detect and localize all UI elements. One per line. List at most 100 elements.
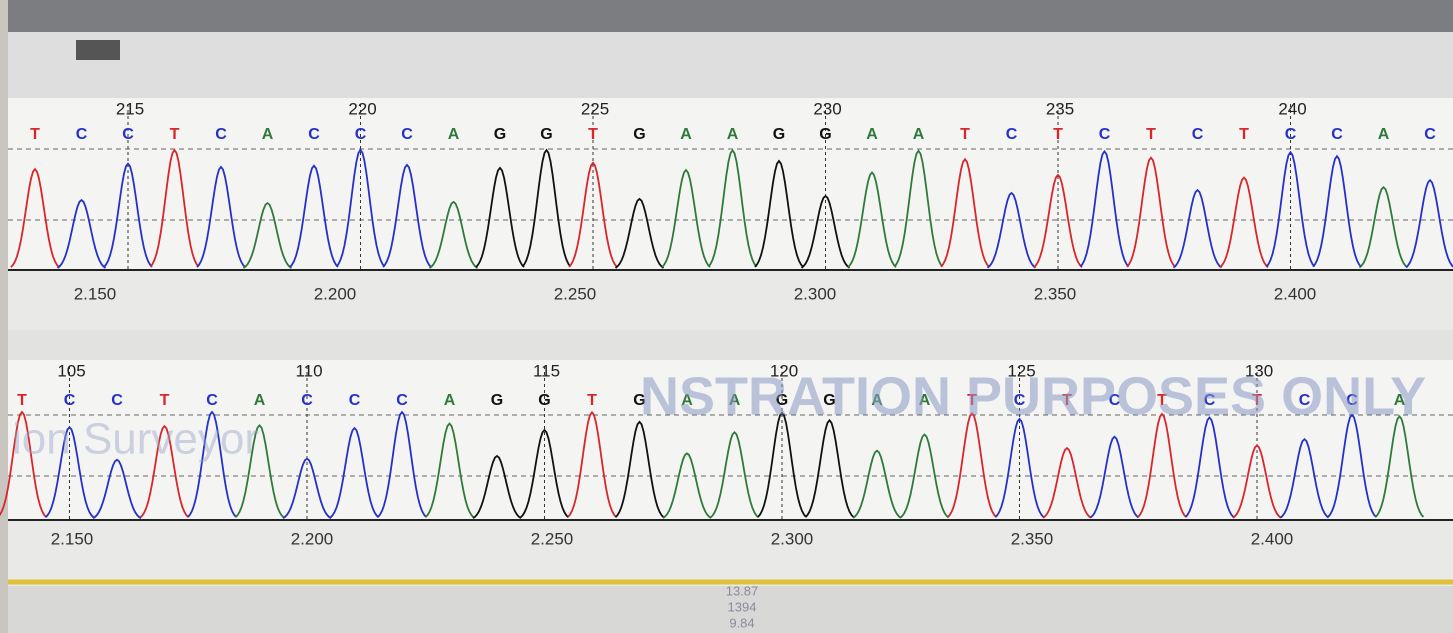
base-call: G — [819, 126, 831, 143]
base-call: A — [448, 126, 460, 143]
trace-peak — [187, 410, 237, 518]
trace-peak — [475, 166, 525, 268]
axis-label: 2.250 — [554, 284, 597, 303]
trace-peak — [1312, 154, 1362, 268]
trace-peak — [568, 161, 618, 268]
position-label: 125 — [1007, 361, 1035, 380]
status-value: 13.87 — [726, 583, 759, 598]
trace-peak — [289, 164, 339, 268]
trace-peak — [1219, 176, 1269, 269]
axis-label: 2.300 — [794, 284, 837, 303]
base-call: C — [1424, 126, 1436, 143]
status-value: 9.84 — [729, 615, 754, 630]
base-call: G — [491, 392, 503, 409]
base-call: C — [1192, 126, 1204, 143]
base-call: G — [633, 126, 645, 143]
base-call: G — [633, 392, 645, 409]
base-call: C — [1109, 392, 1121, 409]
trace-peak — [1137, 412, 1187, 518]
base-call: T — [1062, 392, 1072, 409]
status-area — [8, 586, 1453, 633]
trace-peak — [382, 163, 432, 268]
trace-peak — [754, 159, 804, 268]
base-call: C — [64, 392, 76, 409]
base-call: C — [301, 392, 313, 409]
trace-peak — [614, 197, 665, 269]
trace-peak — [234, 424, 285, 518]
trace-peak — [1172, 188, 1223, 269]
base-call: T — [1252, 392, 1262, 409]
base-call: C — [111, 392, 123, 409]
base-call: T — [170, 126, 180, 143]
base-call: C — [1331, 126, 1343, 143]
trace-peak — [1358, 186, 1409, 269]
trace-peak — [196, 165, 246, 268]
status-value: 1394 — [728, 599, 757, 614]
trace-peak — [282, 457, 332, 519]
axis-label: 2.250 — [531, 529, 574, 548]
base-call: C — [1299, 392, 1311, 409]
trace-peak — [428, 200, 479, 269]
base-call: C — [401, 126, 413, 143]
trace-peak — [800, 194, 851, 269]
base-call: C — [308, 126, 320, 143]
base-call: G — [538, 392, 550, 409]
position-label: 225 — [581, 99, 609, 118]
trace-peak — [1042, 446, 1092, 519]
trace-peak — [377, 410, 427, 518]
position-label: 115 — [533, 361, 560, 380]
trace-peak — [707, 148, 758, 268]
position-label: 220 — [348, 99, 376, 118]
base-call: T — [967, 392, 977, 409]
axis-label: 2.400 — [1274, 284, 1317, 303]
base-call: C — [349, 392, 361, 409]
base-call: T — [1053, 126, 1063, 143]
trace-peak — [329, 426, 380, 519]
base-call: C — [215, 126, 227, 143]
base-call: A — [1378, 126, 1390, 143]
position-label: 110 — [295, 361, 322, 380]
trace-peak — [893, 149, 944, 268]
trace-peak — [424, 422, 475, 518]
base-call: C — [1285, 126, 1297, 143]
base-call: A — [680, 126, 692, 143]
axis-label: 2.300 — [771, 529, 814, 548]
base-call: A — [919, 392, 931, 409]
base-call: C — [206, 392, 218, 409]
title-bar — [8, 0, 1453, 32]
base-call: C — [1006, 126, 1018, 143]
base-call: C — [355, 126, 367, 143]
trace-peak — [1279, 437, 1330, 519]
trace-peak — [757, 411, 807, 518]
trace-peak — [1033, 173, 1083, 268]
base-call: C — [1204, 392, 1216, 409]
trace-peak — [1232, 444, 1282, 519]
base-call: T — [160, 392, 170, 409]
base-call: T — [587, 392, 597, 409]
base-call: A — [262, 126, 274, 143]
trace-peak — [103, 162, 153, 268]
trace-peak — [940, 157, 990, 268]
axis-label: 2.350 — [1011, 529, 1054, 548]
base-call: A — [729, 392, 741, 409]
trace-peak — [0, 410, 47, 518]
trace-peak — [947, 411, 997, 518]
axis-label: 2.200 — [291, 529, 334, 548]
trace-peak — [1079, 149, 1130, 268]
base-call: G — [540, 126, 552, 143]
position-label: 230 — [813, 99, 841, 118]
toolbar — [8, 32, 1453, 102]
axis-label: 2.200 — [314, 284, 357, 303]
base-call: G — [823, 392, 835, 409]
trace-peak — [567, 410, 617, 518]
axis-label: 2.150 — [74, 284, 117, 303]
base-call: A — [871, 392, 883, 409]
position-label: 105 — [57, 361, 85, 380]
base-call: T — [588, 126, 598, 143]
toolbar-button[interactable] — [76, 40, 120, 60]
base-call: G — [773, 126, 785, 143]
watermark-line2: ion Surveyor — [12, 415, 259, 464]
position-label: 120 — [770, 361, 798, 380]
